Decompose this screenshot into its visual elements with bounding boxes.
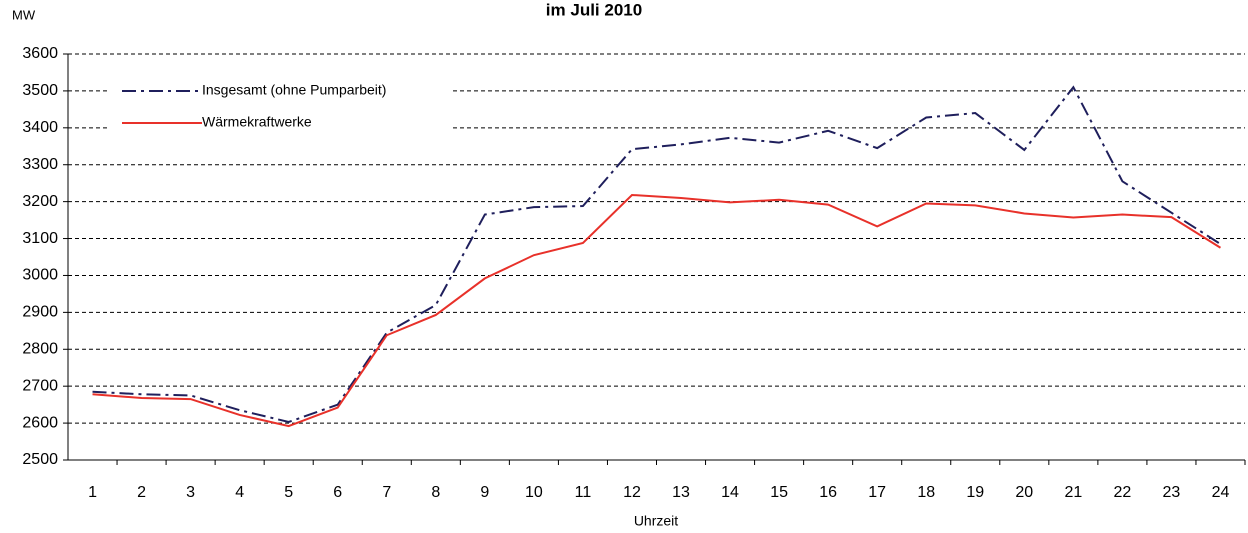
x-tick-label: 12	[623, 484, 641, 501]
x-tick-label: 21	[1064, 484, 1082, 501]
x-tick-label: 7	[382, 484, 391, 501]
x-tick-label: 24	[1212, 484, 1230, 501]
y-unit: MW	[12, 7, 36, 22]
x-axis-label: Uhrzeit	[634, 513, 678, 529]
y-tick-label: 3500	[22, 82, 58, 99]
series-line	[92, 85, 1222, 424]
x-tick-label: 14	[721, 484, 739, 501]
y-tick-label: 3400	[22, 119, 58, 136]
x-tick-label: 22	[1113, 484, 1131, 501]
y-tick-label: 2800	[22, 340, 58, 357]
x-tick-label: 3	[186, 484, 195, 501]
x-tick-label: 19	[966, 484, 984, 501]
x-tick-label: 5	[284, 484, 293, 501]
x-tick-label: 17	[868, 484, 886, 501]
y-tick-label: 3200	[22, 193, 58, 210]
x-tick-label: 1	[88, 484, 97, 501]
x-tick-label: 4	[235, 484, 244, 501]
x-tick-label: 13	[672, 484, 690, 501]
legend-label: Wärmekraftwerke	[202, 114, 312, 130]
y-tick-label: 3000	[22, 267, 58, 284]
y-tick-label: 2600	[22, 414, 58, 431]
chart-title: im Juli 2010	[546, 0, 642, 19]
series-line	[92, 193, 1222, 428]
x-tick-label: 18	[917, 484, 935, 501]
y-tick-label: 3600	[22, 45, 58, 62]
x-tick-label: 20	[1015, 484, 1033, 501]
x-tick-label: 6	[333, 484, 342, 501]
y-tick-label: 2700	[22, 377, 58, 394]
x-tick-label: 9	[480, 484, 489, 501]
x-tick-label: 8	[431, 484, 440, 501]
x-tick-label: 11	[575, 484, 592, 501]
y-tick-label: 3300	[22, 156, 58, 173]
y-tick-label: 2900	[22, 304, 58, 321]
x-tick-label: 23	[1163, 484, 1181, 501]
x-tick-label: 16	[819, 484, 837, 501]
y-tick-label: 3100	[22, 230, 58, 247]
legend-box	[110, 75, 450, 143]
x-tick-label: 10	[525, 484, 543, 501]
x-tick-label: 2	[137, 484, 146, 501]
y-tick-label: 2500	[22, 451, 58, 468]
x-tick-label: 15	[770, 484, 788, 501]
legend-label: Insgesamt (ohne Pumparbeit)	[202, 82, 386, 98]
